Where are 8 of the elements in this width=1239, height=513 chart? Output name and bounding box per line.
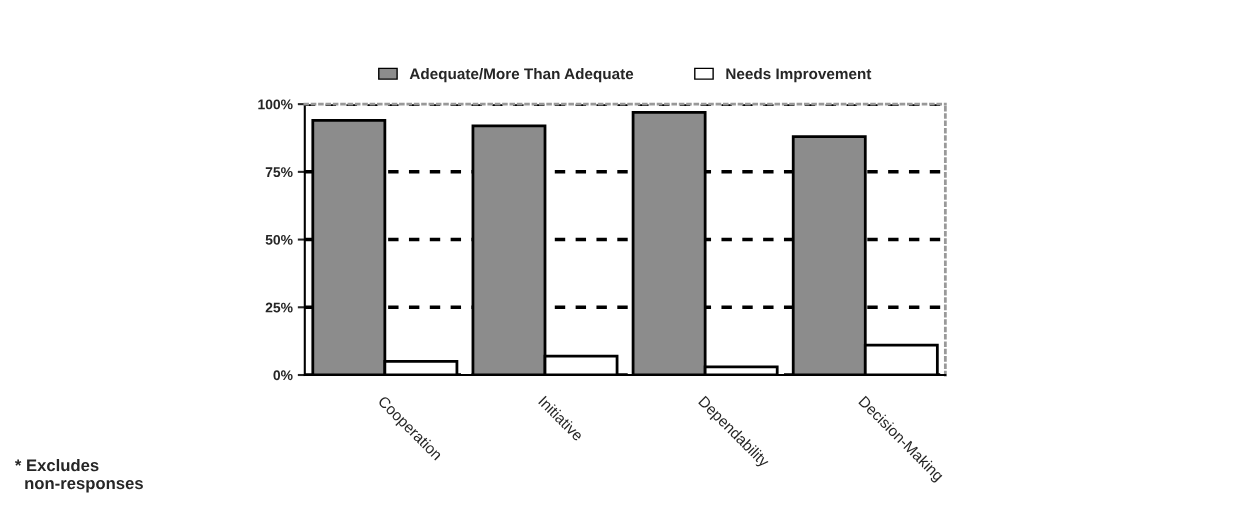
y-tick-label: 75% (265, 167, 293, 178)
y-tick-label: 0% (273, 370, 293, 381)
legend-label: Needs Improvement (726, 68, 872, 83)
y-tick-label: 50% (265, 234, 293, 245)
y-tick-label: 25% (265, 302, 293, 313)
y-tick-label: 100% (258, 99, 293, 110)
legend-label: Adequate/More Than Adequate (409, 68, 634, 83)
text: * Excludes non-responses (14, 458, 143, 493)
